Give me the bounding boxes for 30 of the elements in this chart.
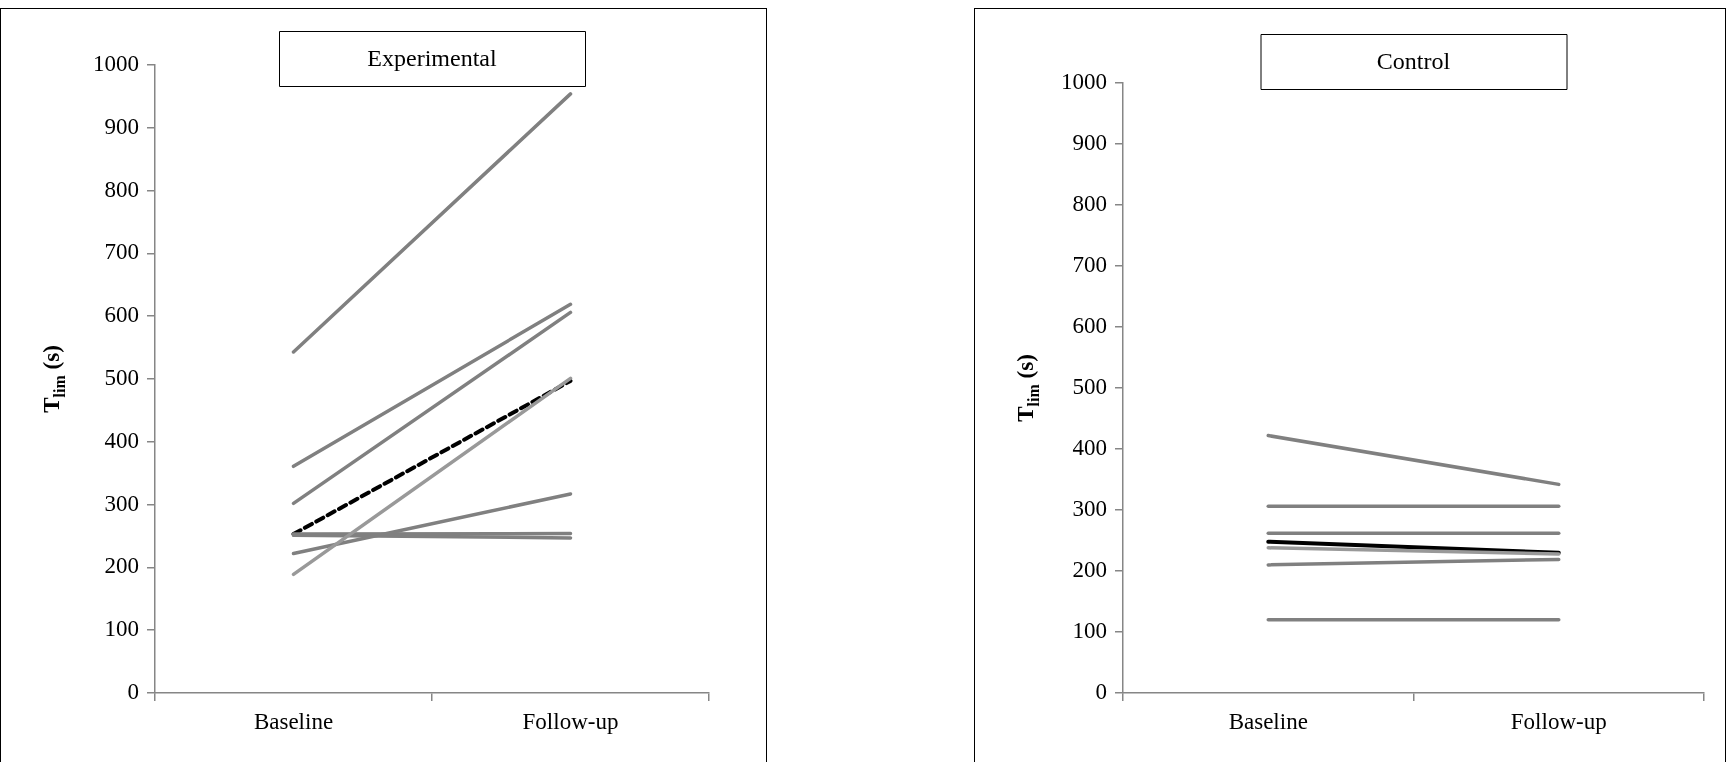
y-tick-label: 900: [1072, 130, 1107, 156]
y-axis-title: Tlim (s): [39, 345, 68, 413]
y-tick-label: 1000: [93, 51, 139, 77]
y-tick-label: 600: [1072, 313, 1107, 339]
x-tick-label: Baseline: [1228, 708, 1308, 734]
y-tick-label: 0: [127, 679, 139, 705]
y-tick-label: 500: [1072, 374, 1107, 400]
x-tick-label: Baseline: [253, 708, 334, 734]
y-tick-label: 800: [1072, 191, 1107, 217]
y-tick-label: 0: [1095, 679, 1107, 705]
y-tick-label: 700: [104, 239, 139, 265]
chart-title: Control: [1376, 47, 1451, 74]
y-tick-label: 800: [104, 176, 139, 202]
y-tick-label: 600: [104, 302, 139, 328]
chart-title: Experimental: [367, 44, 497, 71]
y-tick-label: 300: [1072, 496, 1107, 522]
x-tick-label: Follow-up: [522, 708, 619, 734]
y-tick-label: 1000: [1061, 69, 1107, 95]
y-tick-label: 900: [104, 113, 139, 139]
y-tick-label: 500: [104, 365, 139, 391]
y-tick-label: 200: [1072, 557, 1107, 583]
x-tick-label: Follow-up: [1510, 708, 1607, 734]
y-axis-title: Tlim (s): [1013, 354, 1042, 422]
y-tick-label: 100: [104, 616, 139, 642]
y-tick-label: 400: [1072, 435, 1107, 461]
y-tick-label: 300: [104, 490, 139, 516]
y-tick-label: 200: [104, 553, 139, 579]
y-tick-label: 400: [104, 427, 139, 453]
y-tick-label: 700: [1072, 252, 1107, 278]
y-tick-label: 100: [1072, 618, 1107, 644]
